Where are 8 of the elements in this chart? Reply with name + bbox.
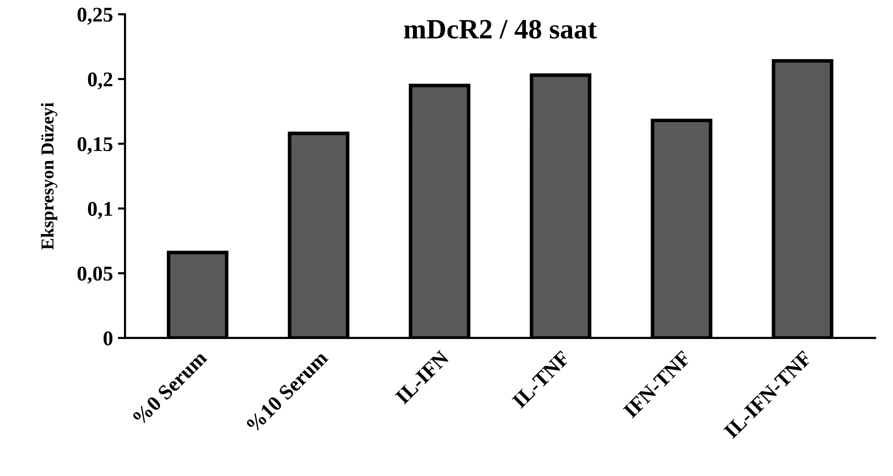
y-axis-title: Ekspresyon Düzeyi	[40, 102, 58, 250]
y-tick-label: 0,1	[88, 202, 112, 219]
y-tick-label: 0	[104, 331, 112, 346]
y-tick-label: 0,15	[78, 137, 112, 154]
chart-title: mDcR2 / 48 saat	[404, 20, 597, 39]
y-tick-label: 0,2	[88, 72, 112, 90]
y-tick-label: 0,05	[78, 266, 112, 284]
y-tick-label: 0,25	[78, 8, 112, 25]
